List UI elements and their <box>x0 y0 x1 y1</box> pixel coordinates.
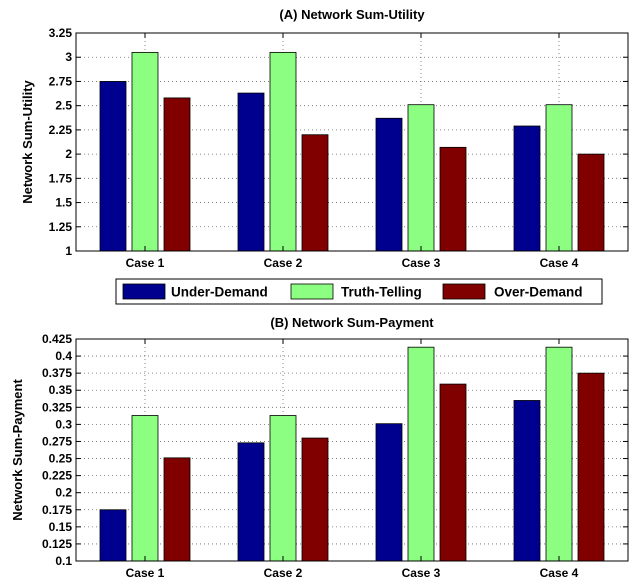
plot-frame <box>75 338 629 562</box>
y-axis-label: Network Sum-Payment <box>10 379 25 521</box>
y-tick-label: 3.25 <box>49 26 73 40</box>
bar-truth-telling-1 <box>131 415 159 562</box>
bar-truth-telling-2 <box>269 51 297 252</box>
legend: Under-Demand Truth-Telling Over-Demand <box>115 278 603 305</box>
y-tick-label: 0.325 <box>42 400 72 414</box>
y-tick-label: 2.5 <box>55 99 72 113</box>
y-tick-label: 1.75 <box>49 171 73 185</box>
plot-frame <box>75 32 629 252</box>
y-tick-label: 0.375 <box>42 366 72 380</box>
bar-over-demand-4 <box>577 372 605 562</box>
y-tick-label: 0.25 <box>49 452 73 466</box>
y-tick-label: 1.5 <box>55 196 72 210</box>
bar-truth-telling-3 <box>407 104 435 252</box>
y-tick-label: 0.35 <box>49 383 73 397</box>
bar-truth-telling-4 <box>545 104 573 252</box>
legend-label: Truth-Telling <box>341 285 422 300</box>
y-tick-label: 0.275 <box>42 434 72 448</box>
legend-label: Over-Demand <box>494 285 583 300</box>
y-tick-label: 0.225 <box>42 469 72 483</box>
bar-over-demand-1 <box>163 457 191 562</box>
legend-swatch-over-demand <box>442 283 486 300</box>
chart-title: (B) Network Sum-Payment <box>270 315 434 330</box>
bar-under-demand-1 <box>99 81 127 252</box>
chart-sum-utility: (A) Network Sum-Utility 1 1.25 1.5 1.75 2 2.25… <box>20 7 629 270</box>
bar-truth-telling-3 <box>407 346 435 562</box>
bar-over-demand-3 <box>439 146 467 252</box>
bar-truth-telling-1 <box>131 51 159 252</box>
bar-under-demand-2 <box>237 442 265 562</box>
y-tick-label: 1 <box>65 244 72 258</box>
legend-swatch-truth-telling <box>290 283 334 300</box>
bar-over-demand-2 <box>301 437 329 562</box>
bar-truth-telling-4 <box>545 346 573 562</box>
legend-box <box>115 278 603 305</box>
bar-under-demand-1 <box>99 509 127 562</box>
x-tick-label: Case 1 <box>126 256 165 270</box>
y-tick-label: 1.25 <box>49 220 73 234</box>
bar-truth-telling-2 <box>269 415 297 562</box>
x-tick-label: Case 2 <box>264 256 303 270</box>
y-tick-label: 2 <box>65 147 72 161</box>
bar-under-demand-4 <box>513 400 541 562</box>
y-tick-label: 0.1 <box>55 554 72 568</box>
y-tick-label: 2.25 <box>49 123 73 137</box>
x-tick-label: Case 2 <box>264 566 303 580</box>
y-tick-label: 0.4 <box>55 349 72 363</box>
bar-under-demand-4 <box>513 125 541 252</box>
x-tick-label: Case 3 <box>402 566 441 580</box>
bar-over-demand-4 <box>577 153 605 252</box>
x-tick-label: Case 1 <box>126 566 165 580</box>
bar-under-demand-3 <box>375 117 403 252</box>
y-tick-label: 0.425 <box>42 332 72 346</box>
x-tick-label: Case 3 <box>402 256 441 270</box>
bar-under-demand-3 <box>375 423 403 562</box>
chart-sum-payment: (B) Network Sum-Payment 0.1 0.125 0.15 0.175… <box>10 315 629 580</box>
y-tick-label: 0.15 <box>49 520 73 534</box>
legend-swatch-under-demand <box>122 283 166 300</box>
bar-over-demand-2 <box>301 134 329 252</box>
y-axis-label: Network Sum-Utility <box>20 79 35 203</box>
x-tick-label: Case 4 <box>540 256 579 270</box>
y-tick-label: 3 <box>65 50 72 64</box>
bar-under-demand-2 <box>237 92 265 252</box>
x-tick-label: Case 4 <box>540 566 579 580</box>
y-tick-label: 2.75 <box>49 74 73 88</box>
y-tick-label: 0.2 <box>55 486 72 500</box>
bar-over-demand-1 <box>163 97 191 252</box>
y-tick-label: 0.175 <box>42 503 72 517</box>
y-tick-label: 0.3 <box>55 417 72 431</box>
legend-label: Under-Demand <box>171 285 268 300</box>
chart-title: (A) Network Sum-Utility <box>279 7 425 22</box>
bar-over-demand-3 <box>439 383 467 562</box>
y-tick-label: 0.125 <box>42 537 72 551</box>
